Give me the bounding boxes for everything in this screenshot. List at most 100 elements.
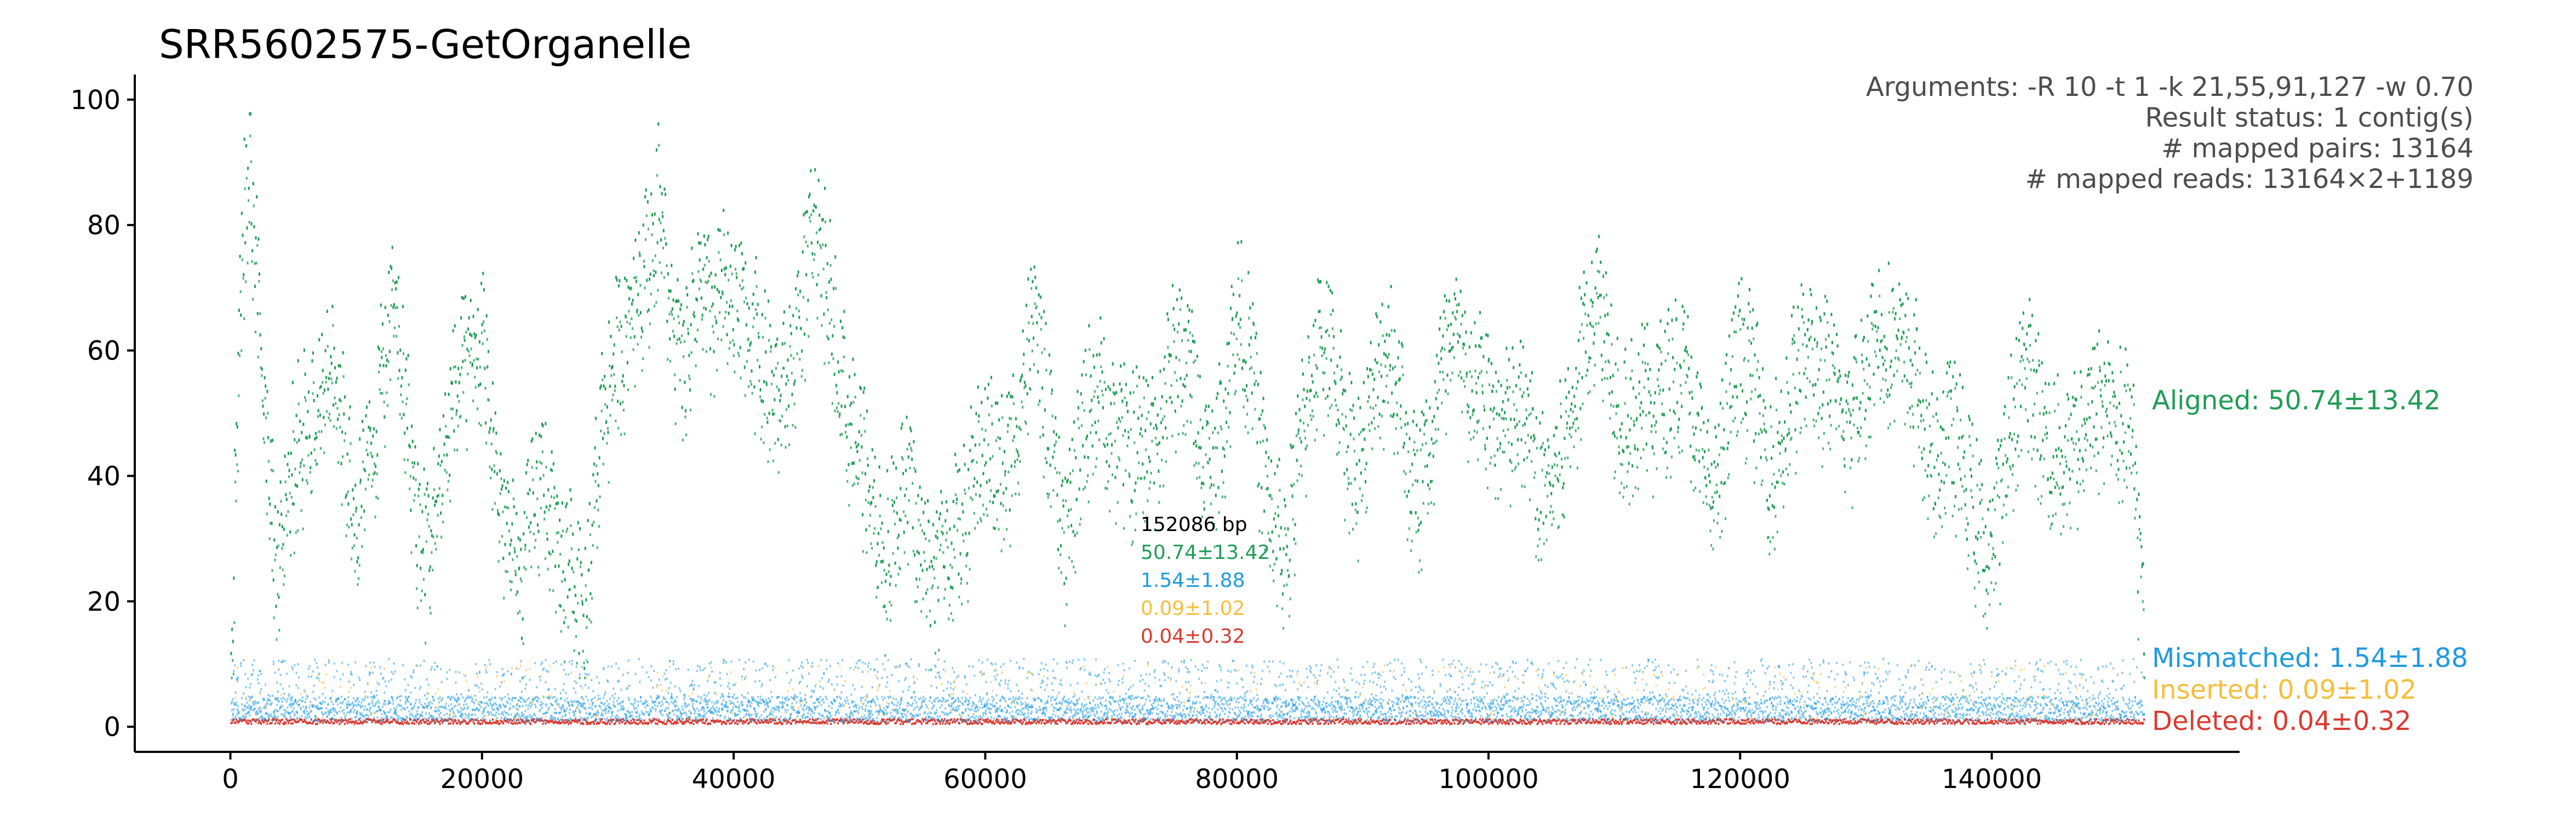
- inserted-point: [1177, 719, 1179, 722]
- deleted-point: [344, 723, 346, 726]
- mismatched-point: [1187, 713, 1189, 716]
- mismatched-point: [1235, 670, 1237, 672]
- deleted-point: [249, 720, 251, 722]
- deleted-point: [452, 722, 454, 725]
- mismatched-point: [1268, 708, 1270, 711]
- deleted-point: [946, 721, 948, 724]
- mismatched-point: [488, 699, 490, 701]
- mismatched-point: [1257, 715, 1259, 718]
- mismatched-point: [580, 685, 582, 688]
- mismatched-point: [307, 675, 310, 678]
- deleted-point: [834, 718, 837, 721]
- mismatched-point: [258, 717, 260, 720]
- mismatched-point: [703, 707, 705, 710]
- mismatched-point: [821, 699, 823, 702]
- deleted-point: [298, 720, 300, 722]
- mismatched-point: [382, 677, 385, 680]
- mismatched-point: [1068, 701, 1070, 704]
- mismatched-point: [1175, 712, 1177, 715]
- mismatched-point: [359, 679, 361, 682]
- mismatched-point: [528, 704, 530, 707]
- inserted-point: [843, 704, 845, 707]
- mismatched-point: [310, 718, 312, 721]
- mismatched-point: [546, 696, 548, 699]
- mismatched-point: [1129, 712, 1131, 715]
- mismatched-point: [712, 705, 714, 708]
- mismatched-point: [807, 661, 809, 664]
- mismatched-point: [604, 718, 606, 721]
- deleted-point: [304, 720, 306, 723]
- mismatched-point: [965, 718, 968, 721]
- mismatched-point: [488, 712, 490, 715]
- mismatched-point: [399, 716, 402, 719]
- deleted-point: [257, 722, 260, 724]
- mismatched-point: [365, 713, 367, 716]
- mismatched-point: [908, 666, 911, 669]
- deleted-point: [949, 719, 952, 722]
- mismatched-point: [902, 690, 905, 693]
- deleted-point: [656, 723, 659, 726]
- mismatched-point: [1275, 706, 1278, 709]
- mismatched-point: [1102, 678, 1104, 681]
- mismatched-point: [850, 712, 852, 715]
- deleted-point: [786, 722, 788, 725]
- inserted-point: [597, 713, 599, 716]
- deleted-point: [565, 722, 567, 724]
- deleted-point: [747, 722, 749, 725]
- mismatched-point: [1257, 698, 1259, 700]
- mismatched-point: [946, 718, 948, 721]
- deleted-point: [671, 718, 673, 721]
- deleted-point: [570, 722, 573, 724]
- mismatched-point: [1273, 698, 1275, 701]
- mismatched-point: [1233, 718, 1235, 721]
- mismatched-point: [797, 711, 799, 714]
- mismatched-point: [882, 698, 884, 701]
- mismatched-point: [404, 689, 407, 692]
- mismatched-point: [276, 709, 278, 712]
- deleted-point: [708, 722, 711, 725]
- mismatched-point: [763, 717, 765, 720]
- mismatched-point: [975, 710, 977, 713]
- mismatched-point: [369, 661, 371, 664]
- mismatched-point: [507, 670, 509, 672]
- mismatched-point: [605, 719, 608, 722]
- mismatched-point: [1039, 669, 1041, 671]
- mismatched-point: [306, 713, 308, 716]
- deleted-point: [845, 718, 847, 721]
- mismatched-point: [639, 717, 641, 720]
- mismatched-point: [473, 709, 476, 711]
- deleted-point: [328, 721, 330, 724]
- mismatched-point: [712, 717, 714, 720]
- mismatched-point: [244, 713, 247, 716]
- mismatched-point: [817, 700, 820, 703]
- mismatched-point: [347, 696, 350, 699]
- mismatched-point: [1069, 706, 1072, 709]
- mismatched-point: [370, 691, 373, 694]
- mismatched-point: [1236, 717, 1238, 720]
- inserted-point: [245, 695, 247, 698]
- mismatched-point: [1196, 716, 1198, 719]
- deleted-point: [357, 722, 359, 724]
- mismatched-point: [307, 713, 310, 716]
- deleted-point: [824, 722, 826, 724]
- mismatched-point: [1169, 718, 1171, 721]
- mismatched-point: [516, 667, 518, 670]
- mismatched-point: [272, 716, 274, 719]
- mismatched-point: [739, 704, 741, 707]
- mismatched-point: [478, 709, 480, 711]
- mismatched-point: [1066, 661, 1068, 664]
- mismatched-point: [1130, 706, 1132, 709]
- mismatched-point: [1267, 702, 1269, 705]
- mismatched-point: [1026, 697, 1028, 700]
- mismatched-point: [1226, 720, 1228, 722]
- mismatched-point: [231, 700, 233, 703]
- deleted-point: [696, 721, 698, 724]
- deleted-point: [1217, 721, 1220, 723]
- mismatched-point: [1170, 718, 1172, 721]
- deleted-point: [1245, 718, 1247, 721]
- mismatched-point: [596, 718, 598, 721]
- deleted-point: [617, 718, 620, 721]
- mismatched-point: [1040, 699, 1043, 702]
- deleted-point: [661, 721, 663, 723]
- mismatched-point: [1280, 716, 1282, 718]
